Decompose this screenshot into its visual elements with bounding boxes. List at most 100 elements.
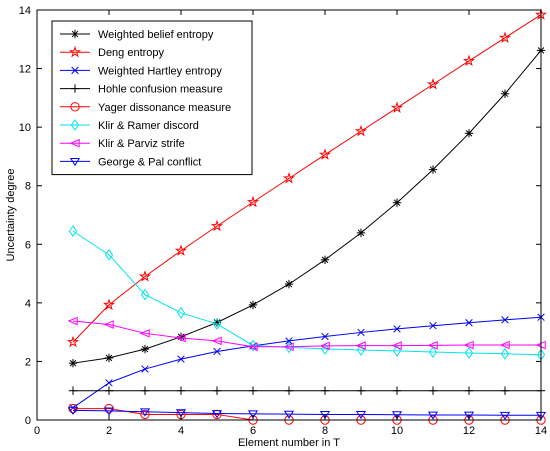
data-point bbox=[247, 342, 258, 352]
data-point bbox=[391, 341, 402, 350]
data-point bbox=[463, 340, 474, 350]
legend-label: George & Pal conflict bbox=[98, 156, 201, 168]
data-point bbox=[68, 358, 78, 368]
y-tick-label: 4 bbox=[25, 298, 31, 310]
legend-entry: George & Pal conflict bbox=[60, 156, 201, 168]
legend-label: Klir & Parviz strife bbox=[98, 138, 185, 150]
data-point bbox=[392, 344, 402, 357]
data-point bbox=[285, 337, 293, 345]
data-point bbox=[70, 102, 80, 112]
legend: Weighted belief entropy Deng entropy Weigh… bbox=[51, 20, 253, 176]
data-point bbox=[176, 306, 186, 319]
legend-entry: Weighted belief entropy bbox=[60, 29, 214, 41]
data-point bbox=[320, 255, 330, 265]
data-point bbox=[139, 408, 151, 417]
axes-frame bbox=[36, 9, 542, 421]
y-tick-label: 14 bbox=[19, 5, 31, 17]
data-point bbox=[175, 409, 187, 418]
data-point bbox=[426, 77, 440, 90]
data-point bbox=[139, 328, 150, 338]
data-point bbox=[318, 148, 332, 160]
data-point bbox=[464, 386, 474, 395]
data-point bbox=[283, 342, 294, 352]
data-point bbox=[246, 195, 260, 208]
x-tick-label: 0 bbox=[34, 425, 40, 437]
data-point bbox=[391, 411, 403, 420]
data-point bbox=[357, 328, 365, 337]
data-point bbox=[321, 332, 329, 341]
x-tick-label: 6 bbox=[250, 425, 256, 437]
data-point bbox=[428, 165, 438, 174]
x-axis-label: Element number in T bbox=[238, 437, 340, 449]
data-point bbox=[211, 410, 223, 419]
x-tick-label: 10 bbox=[391, 425, 403, 437]
data-point bbox=[283, 410, 295, 419]
legend-label: Hohle confusion measure bbox=[98, 84, 223, 96]
y-tick-label: 6 bbox=[25, 239, 31, 251]
data-point bbox=[210, 219, 224, 232]
data-point bbox=[103, 320, 114, 329]
data-point bbox=[103, 407, 115, 416]
legend-box bbox=[51, 20, 253, 176]
data-point bbox=[427, 411, 439, 420]
data-point bbox=[501, 316, 509, 324]
data-point bbox=[356, 386, 366, 395]
data-point bbox=[69, 138, 80, 148]
data-point bbox=[212, 386, 222, 395]
series-7 bbox=[67, 406, 547, 421]
data-point bbox=[140, 344, 150, 354]
data-point bbox=[498, 31, 512, 43]
data-point bbox=[247, 410, 259, 419]
data-point bbox=[428, 346, 438, 358]
data-point bbox=[71, 66, 79, 75]
data-point bbox=[390, 101, 404, 113]
data-point bbox=[284, 279, 294, 289]
data-point bbox=[429, 321, 437, 330]
legend-entry: Weighted Hartley entropy bbox=[60, 65, 222, 77]
data-point bbox=[140, 409, 150, 420]
series-6 bbox=[67, 316, 546, 352]
y-tick-label: 8 bbox=[25, 181, 31, 193]
data-point bbox=[211, 336, 222, 346]
data-point bbox=[105, 379, 113, 387]
legend-entry: Klir & Parviz strife bbox=[60, 138, 185, 150]
legend-label: Weighted Hartley entropy bbox=[98, 65, 222, 77]
legend-label: Weighted belief entropy bbox=[98, 29, 214, 41]
data-point bbox=[356, 228, 366, 238]
legend-entry: Hohle confusion measure bbox=[60, 84, 223, 96]
data-point bbox=[138, 270, 152, 282]
data-point bbox=[69, 157, 81, 167]
data-point bbox=[355, 410, 367, 420]
data-point bbox=[67, 316, 78, 326]
data-point bbox=[248, 386, 258, 395]
series-0 bbox=[68, 46, 546, 368]
series-line bbox=[72, 230, 542, 356]
data-point bbox=[104, 353, 114, 363]
data-point bbox=[464, 129, 474, 138]
data-point bbox=[392, 198, 402, 207]
data-point bbox=[175, 333, 186, 343]
data-point bbox=[393, 325, 401, 333]
legend-label: Yager dissonance measure bbox=[98, 102, 231, 114]
data-point bbox=[462, 54, 476, 67]
data-point bbox=[500, 347, 510, 360]
data-point bbox=[500, 89, 510, 98]
data-point bbox=[463, 411, 475, 420]
data-point bbox=[320, 386, 330, 395]
data-point bbox=[354, 124, 368, 137]
data-point bbox=[66, 335, 80, 348]
data-point bbox=[284, 386, 294, 395]
y-axis-label: Uncertainty degree bbox=[5, 169, 17, 262]
legend-label: Klir & Ramer discord bbox=[98, 120, 199, 132]
legend-entry: Yager dissonance measure bbox=[60, 102, 231, 114]
data-point bbox=[68, 386, 78, 395]
legend-entry: Klir & Ramer discord bbox=[60, 119, 199, 132]
data-point bbox=[355, 341, 366, 350]
x-tick-label: 12 bbox=[463, 425, 475, 437]
series-line bbox=[72, 316, 542, 409]
data-point bbox=[68, 45, 82, 58]
data-point bbox=[499, 411, 511, 421]
legend-label: Deng entropy bbox=[98, 47, 165, 59]
series-line bbox=[72, 14, 542, 343]
